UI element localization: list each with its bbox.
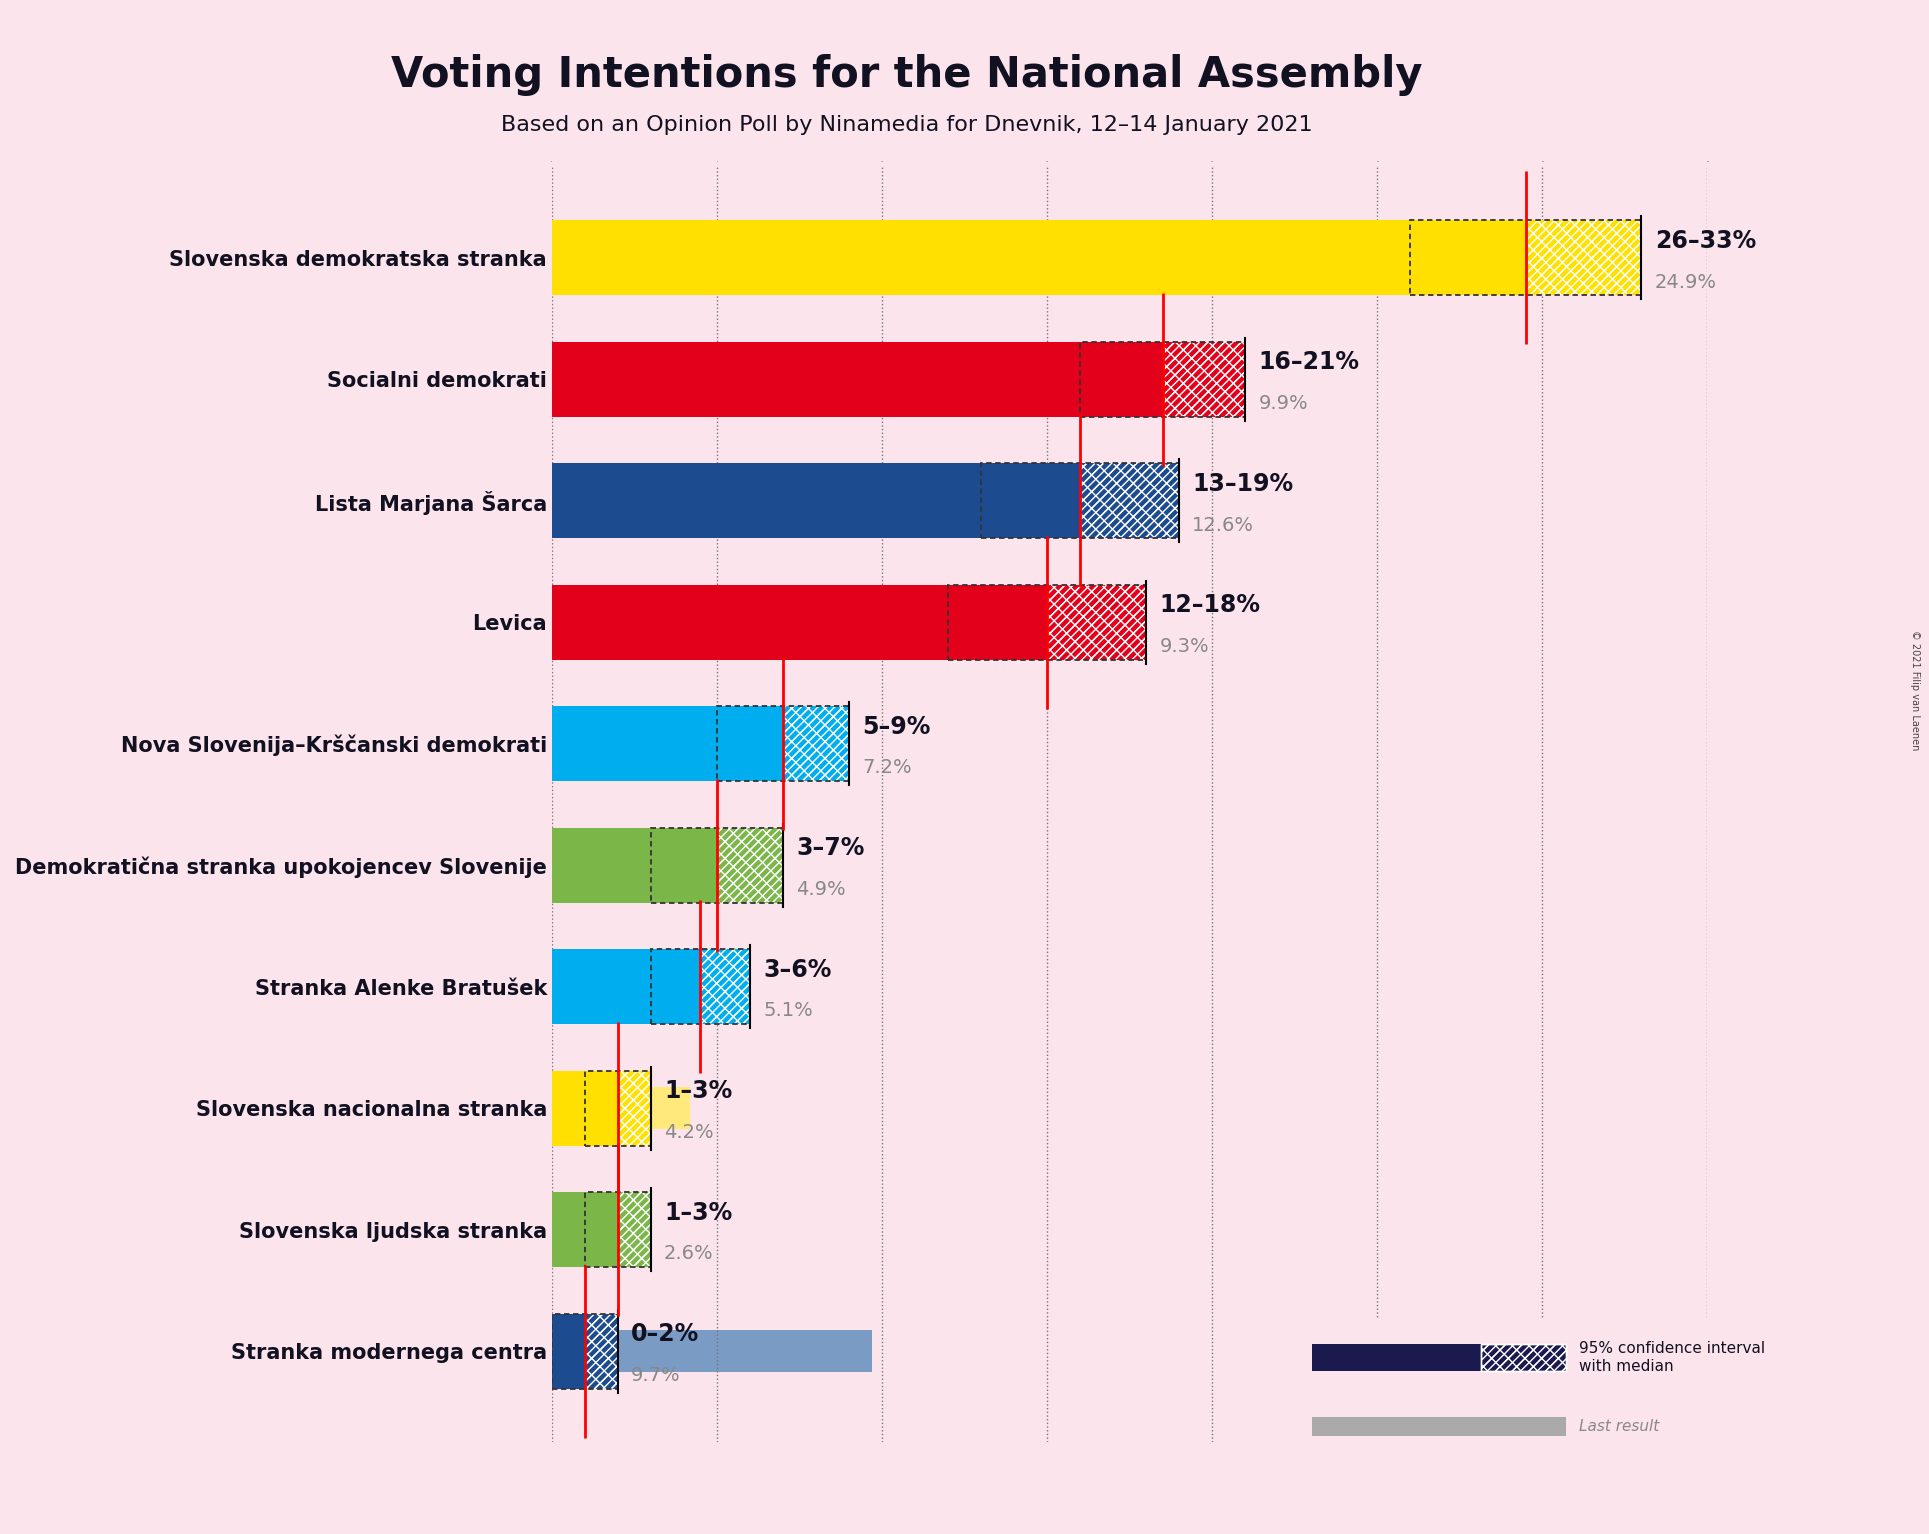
Bar <box>1080 463 1179 538</box>
Bar <box>1526 219 1642 296</box>
Text: 24.9%: 24.9% <box>1655 273 1717 291</box>
Bar <box>783 706 849 781</box>
Bar <box>552 1071 617 1146</box>
Text: 4.2%: 4.2% <box>664 1123 714 1141</box>
Bar <box>617 1071 650 1146</box>
Bar <box>552 827 718 904</box>
Bar <box>552 236 1373 279</box>
Bar <box>1163 342 1246 417</box>
Bar <box>552 480 968 522</box>
Bar <box>718 827 783 904</box>
Bar <box>1047 584 1146 660</box>
Text: 13–19%: 13–19% <box>1192 471 1294 495</box>
Bar <box>718 706 849 781</box>
Bar <box>552 950 700 1025</box>
Bar <box>552 1313 617 1388</box>
Bar <box>552 1313 584 1388</box>
Text: 9.7%: 9.7% <box>631 1365 681 1385</box>
Bar <box>700 950 750 1025</box>
Text: Voting Intentions for the National Assembly: Voting Intentions for the National Assem… <box>392 54 1422 95</box>
Text: 5.1%: 5.1% <box>764 1002 812 1020</box>
Bar <box>584 1192 650 1267</box>
Bar <box>617 1192 650 1267</box>
Text: 16–21%: 16–21% <box>1258 350 1360 374</box>
Bar <box>1080 463 1179 538</box>
Bar <box>1481 1344 1566 1371</box>
Bar <box>552 1088 691 1129</box>
Bar <box>1163 342 1246 417</box>
Bar <box>650 950 750 1025</box>
Text: 9.3%: 9.3% <box>1159 637 1209 657</box>
Text: 2.6%: 2.6% <box>664 1244 714 1264</box>
Bar <box>1526 219 1642 296</box>
Text: 0–2%: 0–2% <box>631 1322 698 1347</box>
Bar <box>982 463 1179 538</box>
Text: 7.2%: 7.2% <box>862 758 912 778</box>
Bar <box>552 1192 617 1267</box>
Text: 3–7%: 3–7% <box>797 836 864 861</box>
Text: 1–3%: 1–3% <box>664 1201 733 1224</box>
Bar <box>584 1313 617 1388</box>
Text: Last result: Last result <box>1580 1419 1659 1434</box>
Bar <box>947 584 1146 660</box>
Bar <box>1481 1344 1566 1371</box>
Bar <box>552 723 789 765</box>
Bar <box>617 1192 650 1267</box>
Bar <box>552 584 1047 660</box>
Bar <box>552 601 858 643</box>
Text: 9.9%: 9.9% <box>1258 394 1308 413</box>
Bar <box>718 827 783 904</box>
Bar <box>617 1192 650 1267</box>
Text: 95% confidence interval
with median: 95% confidence interval with median <box>1580 1341 1765 1374</box>
Bar <box>552 1330 872 1373</box>
Text: 4.9%: 4.9% <box>797 881 845 899</box>
Bar <box>1047 584 1146 660</box>
Bar <box>552 463 1080 538</box>
Text: 5–9%: 5–9% <box>862 715 930 739</box>
Text: 12.6%: 12.6% <box>1192 515 1254 534</box>
Bar <box>552 844 714 887</box>
Bar <box>1047 584 1146 660</box>
Text: 26–33%: 26–33% <box>1655 229 1755 253</box>
Text: Based on an Opinion Poll by Ninamedia for Dnevnik, 12–14 January 2021: Based on an Opinion Poll by Ninamedia fo… <box>502 115 1312 135</box>
Text: 12–18%: 12–18% <box>1159 594 1260 617</box>
Bar <box>584 1071 650 1146</box>
Bar <box>1080 342 1246 417</box>
Bar <box>552 706 783 781</box>
Bar <box>718 827 783 904</box>
Bar <box>617 1071 650 1146</box>
Bar <box>552 1209 638 1250</box>
Bar <box>1526 219 1642 296</box>
Bar <box>617 1071 650 1146</box>
Bar <box>552 965 720 1008</box>
Bar <box>584 1313 617 1388</box>
Bar <box>1312 1417 1566 1436</box>
Bar <box>1312 1344 1481 1371</box>
Text: © 2021 Filip van Laenen: © 2021 Filip van Laenen <box>1910 630 1921 750</box>
Text: 3–6%: 3–6% <box>764 957 831 982</box>
Bar <box>552 357 878 400</box>
Bar <box>552 219 1526 296</box>
Bar <box>1163 342 1246 417</box>
Bar <box>650 827 783 904</box>
Bar <box>584 1313 617 1388</box>
Bar <box>700 950 750 1025</box>
Bar <box>700 950 750 1025</box>
Bar <box>552 342 1163 417</box>
Text: 1–3%: 1–3% <box>664 1080 733 1103</box>
Bar <box>1410 219 1642 296</box>
Bar <box>783 706 849 781</box>
Bar <box>1080 463 1179 538</box>
Bar <box>783 706 849 781</box>
